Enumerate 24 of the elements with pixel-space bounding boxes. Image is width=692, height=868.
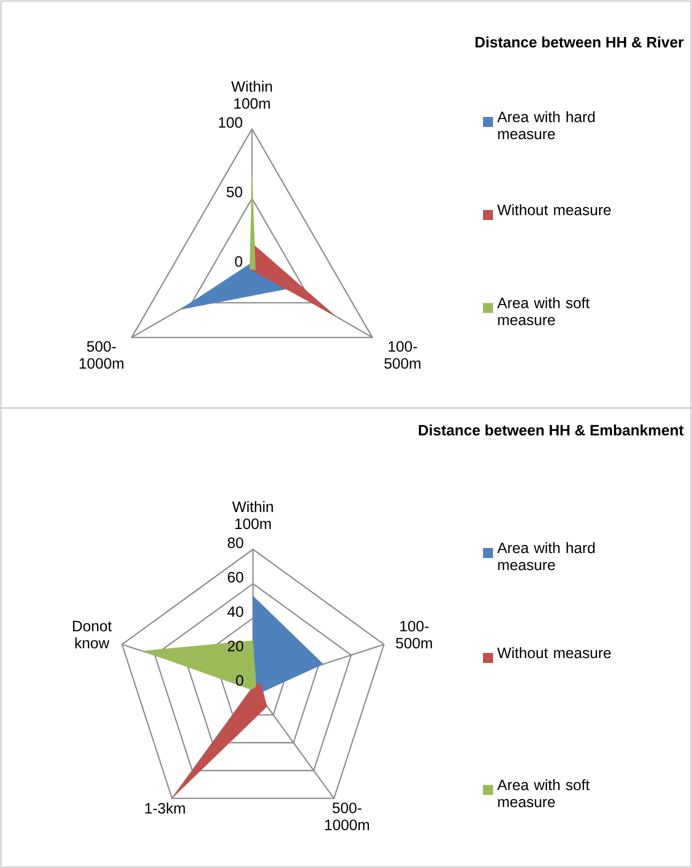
y-tick-label: 50 (226, 186, 242, 198)
spoke-label: 100-500m (384, 341, 420, 369)
chart-title: Distance between HH & Embankment (418, 424, 684, 436)
y-tick-label: 40 (227, 606, 244, 617)
spoke-label: 100-500m (396, 620, 432, 648)
legend-label: Area with hard measure (497, 111, 595, 140)
y-tick-label: 0 (235, 256, 242, 267)
legend-label: Without measure (497, 647, 611, 658)
spoke-label: Within 100m (232, 501, 273, 530)
legend-label: Without measure (497, 204, 611, 216)
legend-label: Area with soft measure (497, 779, 590, 808)
y-tick-label: 20 (228, 640, 244, 652)
spoke-label: Within 100m (231, 80, 272, 109)
legend-label: Area with soft measure (497, 297, 590, 326)
legend-label: Area with hard measure (497, 542, 595, 570)
y-tick-label: 60 (228, 572, 244, 583)
spoke-label: 500-1000m (325, 802, 369, 830)
chart-title: Distance between HH & River (476, 36, 684, 48)
spoke-label: 1-3km (145, 802, 185, 814)
spoke-label: 500-1000m (80, 341, 124, 369)
y-tick-label: 80 (228, 537, 244, 548)
y-tick-label: 100 (218, 117, 242, 128)
y-tick-label: 0 (236, 675, 244, 686)
spoke-label: Donot know (73, 620, 112, 648)
